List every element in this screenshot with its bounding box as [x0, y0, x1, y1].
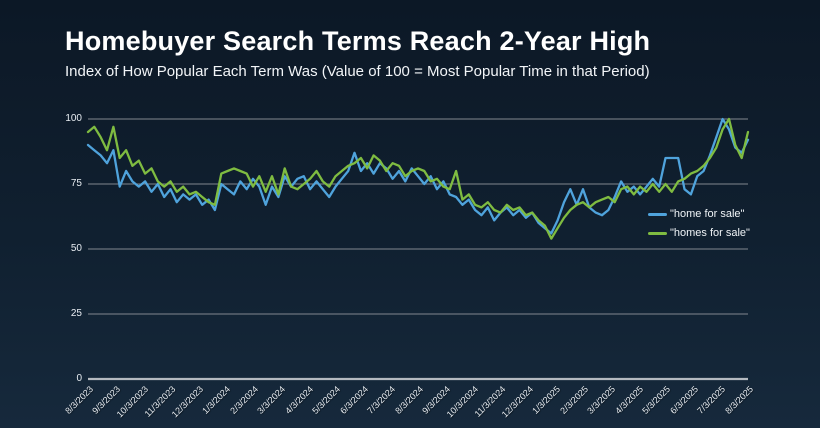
- y-tick-label: 50: [70, 243, 82, 254]
- page-title: Homebuyer Search Terms Reach 2-Year High: [65, 26, 651, 56]
- y-tick-label: 75: [70, 178, 82, 189]
- chart-legend: "home for sale" "homes for sale": [648, 208, 750, 239]
- legend-label: "home for sale": [670, 208, 745, 220]
- chart-subtitle: Index of How Popular Each Term Was (Valu…: [65, 63, 650, 80]
- legend-label: "homes for sale": [670, 227, 750, 239]
- green-line-swatch-icon: [648, 231, 667, 235]
- series-line-homes-for-sale: [86, 117, 750, 240]
- legend-item-home-for-sale: "home for sale": [648, 208, 750, 220]
- series-line-home-for-sale: [86, 117, 750, 235]
- y-tick-label: 25: [70, 308, 82, 319]
- y-tick-label: 100: [65, 113, 82, 124]
- y-tick-label: 0: [76, 373, 82, 384]
- legend-item-homes-for-sale: "homes for sale": [648, 227, 750, 239]
- blue-line-swatch-icon: [648, 212, 667, 216]
